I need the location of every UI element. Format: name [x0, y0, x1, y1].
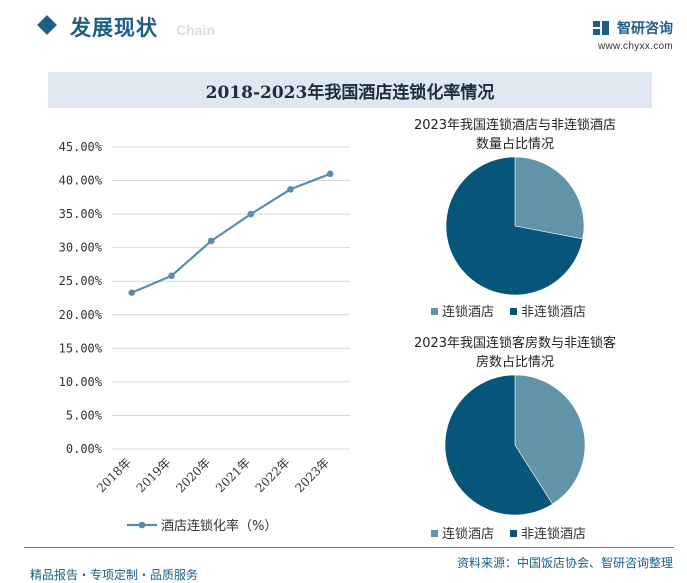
data-point [128, 289, 136, 296]
y-tick-label: 20.00% [59, 308, 103, 322]
section-title: 发展现状 [70, 16, 158, 40]
x-tick-label: 2021年 [213, 455, 253, 495]
legend-label: 非连锁酒店 [521, 304, 586, 320]
legend-marker [138, 521, 146, 529]
pie-title-line: 2023年我国连锁酒店与非连锁酒店 [414, 117, 616, 133]
series-line [131, 172, 331, 294]
data-point [326, 170, 334, 178]
data-point [247, 210, 255, 218]
y-tick-label: 25.00% [59, 274, 103, 288]
chart-title: 2018-2023年我国酒店连锁化率情况 [205, 82, 495, 103]
legend-label: 酒店连锁化率（%） [161, 518, 277, 534]
y-tick-label: 40.00% [59, 174, 103, 188]
footer-tagline: 精品报告・专项定制・品质服务 [30, 568, 199, 582]
y-tick-label: 5.00% [66, 408, 103, 422]
y-tick-label: 30.00% [59, 241, 103, 255]
x-tick-label: 2023年 [292, 455, 332, 495]
pie-slice [514, 156, 585, 240]
x-tick-label: 2022年 [253, 455, 293, 495]
y-tick-label: 35.00% [59, 207, 103, 221]
x-tick-label: 2018年 [94, 455, 134, 495]
brand-name: 智研咨询 [617, 20, 673, 37]
legend-label: 连锁酒店 [442, 304, 494, 320]
data-point [287, 185, 294, 193]
section-subtitle: Chain [176, 22, 215, 38]
pie-title-line: 房数占比情况 [476, 354, 554, 370]
legend-label: 非连锁酒店 [521, 526, 586, 542]
footer-source: 资料来源：中国饭店协会、智研咨询整理 [456, 556, 673, 570]
pie-slice [514, 374, 586, 505]
pie-title-line: 数量占比情况 [476, 137, 554, 152]
legend-swatch [510, 530, 517, 537]
data-point [207, 237, 215, 245]
y-tick-label: 0.00% [66, 442, 103, 456]
brand: 智研咨询 www.chyxx.com [592, 17, 673, 52]
legend-swatch [431, 308, 438, 315]
footer-divider [24, 547, 674, 548]
chart-title-bar: 2018-2023年我国酒店连锁化率情况 [48, 72, 652, 108]
brand-logo-icon [592, 20, 609, 35]
legend-swatch [431, 530, 438, 537]
legend-swatch [510, 308, 517, 315]
pie-slice [444, 374, 553, 516]
pie-title-line: 2023年我国连锁客房数与非连锁客 [414, 335, 616, 351]
y-tick-label: 10.00% [59, 375, 103, 389]
line-chart: 0.00% 5.00% 10.00% 15.00% 20.00% 25.00% 30.00%… [59, 140, 350, 534]
legend-label: 连锁酒店 [442, 526, 494, 542]
header: 发展现状 Chain 智研咨询 www.chyxx.com [0, 0, 687, 60]
x-tick-label: 2019年 [134, 455, 174, 495]
pie-slice [445, 156, 584, 296]
data-point [168, 272, 175, 280]
brand-url: www.chyxx.com [597, 40, 673, 52]
x-tick-label: 2020年 [173, 455, 213, 495]
y-tick-label: 45.00% [59, 140, 103, 154]
y-tick-label: 15.00% [59, 341, 103, 355]
